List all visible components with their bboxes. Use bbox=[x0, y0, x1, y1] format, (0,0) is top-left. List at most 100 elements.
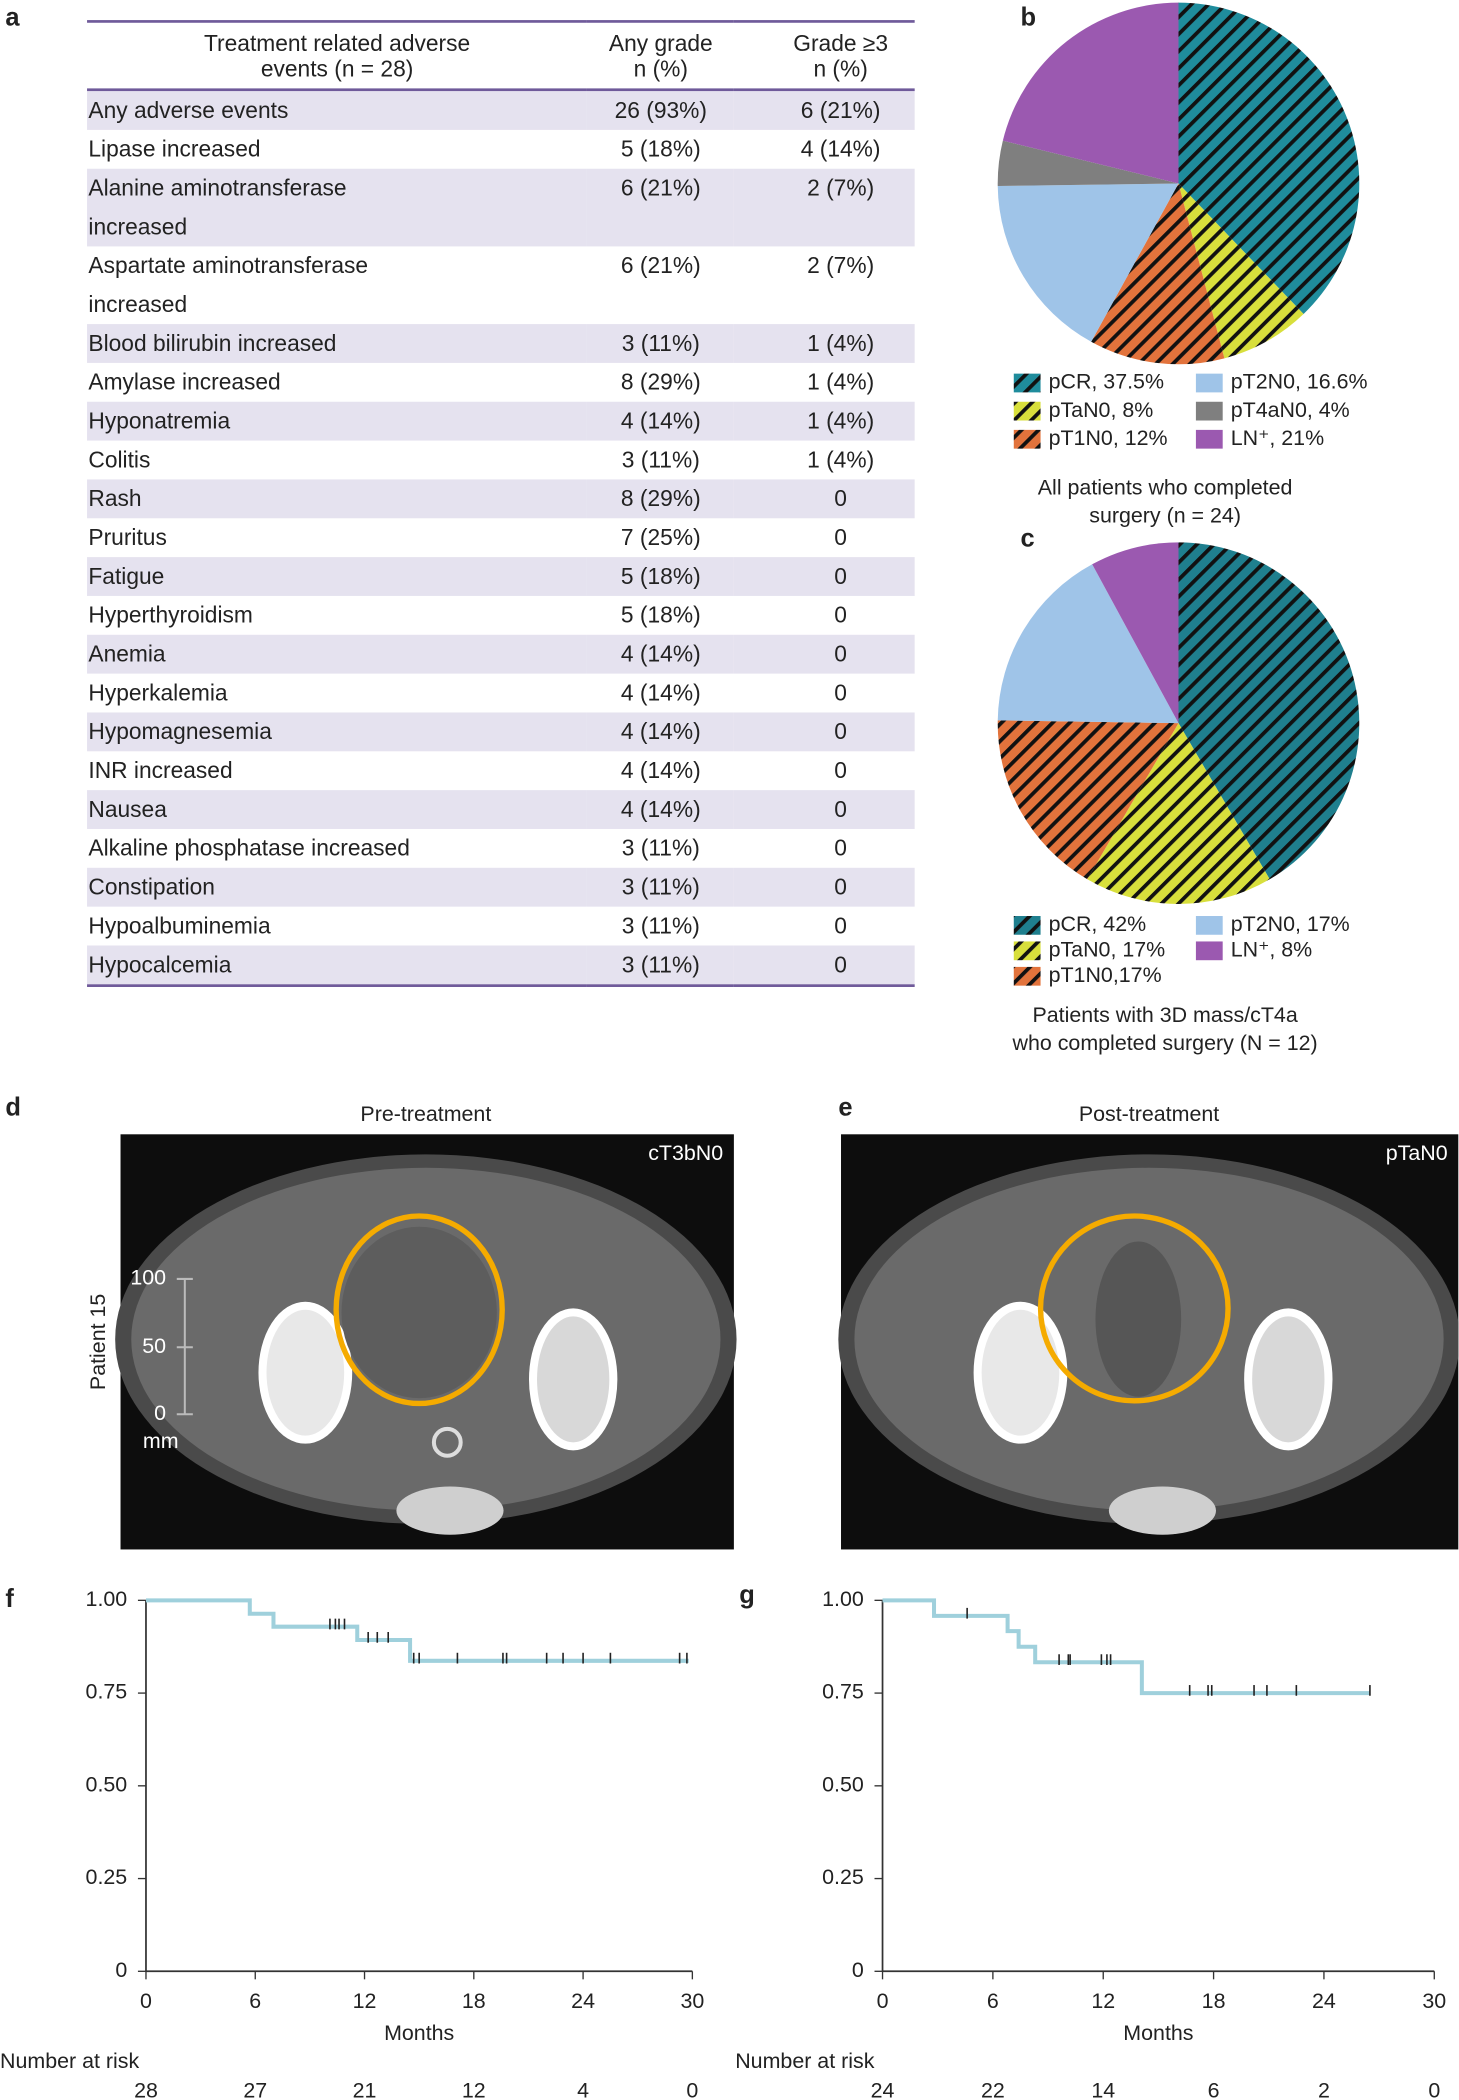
cell-text: 4 (14%) bbox=[620, 757, 701, 784]
table-cell: 0 bbox=[734, 790, 914, 829]
table-cell: 5 (18%) bbox=[587, 596, 734, 635]
cell-text: 0 bbox=[834, 835, 847, 862]
cell-text: Hypoalbuminemia bbox=[88, 913, 271, 939]
number-at-risk: 22 bbox=[981, 2078, 1005, 2099]
cell-text: 2 (7%) bbox=[807, 175, 875, 201]
table-cell: 4 (14%) bbox=[587, 712, 734, 751]
table-cell: 1 (4%) bbox=[734, 324, 914, 363]
table-row: Hyperthyroidism 5 (18%) 0 bbox=[87, 596, 915, 635]
table-body: Any adverse events 26 (93%) 6 (21%) Lipase … bbox=[87, 89, 915, 987]
table-cell: INR increased bbox=[87, 751, 587, 790]
image-title: Pre-treatment bbox=[360, 1102, 491, 1126]
cell-text: 6 (21%) bbox=[620, 253, 701, 279]
legend-label: pCR, 37.5% bbox=[1049, 370, 1164, 394]
highlight-circle bbox=[333, 1213, 505, 1407]
legend-label: LN⁺, 8% bbox=[1231, 937, 1313, 961]
legend-swatch bbox=[1013, 429, 1041, 449]
cell-text: 0 bbox=[834, 524, 847, 551]
y-tick-label: 0.75 bbox=[822, 1680, 864, 1704]
pie-slice bbox=[1178, 542, 1360, 880]
cell-text: 0 bbox=[834, 641, 847, 667]
number-at-risk: 24 bbox=[871, 2078, 895, 2099]
cell-text: 6 (21%) bbox=[620, 175, 701, 201]
legend-label: pT2N0, 16.6% bbox=[1231, 370, 1368, 394]
x-tick-label: 24 bbox=[571, 1989, 595, 2013]
pie-slice bbox=[997, 720, 1179, 880]
x-tick-label: 0 bbox=[140, 1989, 152, 2013]
cell-text: Alkaline phosphatase increased bbox=[88, 835, 410, 862]
table-cell: 1 (4%) bbox=[734, 402, 914, 441]
pie-slice bbox=[1092, 542, 1179, 724]
cell-text: 0 bbox=[834, 913, 847, 939]
cell-text: 1 (4%) bbox=[807, 447, 875, 473]
table-cell: 0 bbox=[734, 945, 915, 987]
cell-text: 4 (14%) bbox=[620, 719, 701, 745]
adverse-events-table: Treatment related adverse events (n = 28)… bbox=[87, 20, 915, 987]
bone bbox=[258, 1301, 353, 1444]
legend-swatch bbox=[1013, 401, 1041, 421]
table-row: Pruritus 7 (25%) 0 bbox=[87, 518, 915, 557]
header-text: n (%) bbox=[633, 56, 688, 82]
table-cell: Lipase increased bbox=[87, 130, 587, 169]
cell-text: 0 bbox=[834, 952, 847, 978]
table-cell: Nausea bbox=[87, 790, 587, 829]
table-cell: 4 (14%) bbox=[587, 751, 734, 790]
pie-slice bbox=[997, 183, 1179, 342]
number-at-risk: 6 bbox=[1208, 2078, 1220, 2099]
table-cell: Hyponatremia bbox=[87, 402, 587, 441]
legend-label: pTaN0, 8% bbox=[1049, 398, 1154, 422]
header-text: events (n = 28) bbox=[260, 56, 414, 82]
number-at-risk: 27 bbox=[243, 2078, 267, 2099]
chart-title: All patients who completed bbox=[1038, 475, 1293, 499]
table-cell: Constipation bbox=[87, 868, 587, 907]
table-cell: 3 (11%) bbox=[587, 868, 734, 907]
table-row: Lipase increased 5 (18%) 4 (14%) bbox=[87, 130, 915, 169]
pie-slice bbox=[1178, 2, 1360, 315]
cell-text: 0 bbox=[834, 486, 847, 512]
cell-text: 1 (4%) bbox=[807, 369, 875, 396]
table-cell: 8 (29%) bbox=[587, 363, 734, 402]
chart-title: Patients with 3D mass/cT4a bbox=[1032, 1003, 1297, 1027]
table-row: Hyperkalemia 4 (14%) 0 bbox=[87, 674, 915, 713]
cell-text: 3 (11%) bbox=[621, 447, 700, 473]
header-text: Treatment related adverse bbox=[203, 30, 471, 57]
x-axis-label: Months bbox=[384, 2021, 454, 2045]
cell-text: 2 (7%) bbox=[807, 253, 875, 279]
y-tick-label: 1.00 bbox=[86, 1587, 128, 1611]
image-title: Post-treatment bbox=[1079, 1102, 1219, 1126]
pie-slice bbox=[997, 140, 1179, 187]
bone bbox=[528, 1308, 618, 1451]
table-cell: Colitis bbox=[87, 441, 587, 480]
ct-image bbox=[115, 1134, 737, 1550]
table-row: Hyponatremia 4 (14%) 1 (4%) bbox=[87, 401, 915, 441]
y-tick-label: 0.50 bbox=[86, 1772, 128, 1796]
y-tick-label: 0 bbox=[852, 1958, 864, 1982]
table-cell: 2 (7%) bbox=[734, 246, 914, 324]
legend-swatch bbox=[1013, 916, 1041, 935]
cell-text: Fatigue bbox=[88, 563, 165, 590]
cell-text: 4 (14%) bbox=[620, 796, 701, 823]
table-cell: Aspartate aminotransferase increased bbox=[87, 246, 587, 324]
table-cell: Fatigue bbox=[87, 557, 587, 596]
pie-slice bbox=[1178, 183, 1304, 359]
table-cell: Hypomagnesemia bbox=[87, 712, 587, 751]
cell-text: Rash bbox=[88, 486, 142, 512]
table-row: Aspartate aminotransferase increased 6 (2… bbox=[87, 246, 915, 324]
table-cell: 26 (93%) bbox=[587, 90, 734, 130]
panel-label: a bbox=[5, 3, 20, 31]
legend-label: pTaN0, 17% bbox=[1049, 937, 1166, 961]
table-cell: 3 (11%) bbox=[587, 829, 734, 868]
table-cell: Hypoalbuminemia bbox=[87, 907, 587, 946]
cell-text: Alanine aminotransferase increased bbox=[88, 175, 347, 240]
cell-text: Hypomagnesemia bbox=[88, 719, 272, 745]
table-cell: Hyperkalemia bbox=[87, 674, 587, 713]
cell-text: Constipation bbox=[88, 874, 215, 900]
legend-swatch bbox=[1195, 373, 1223, 393]
cell-text: 8 (29%) bbox=[620, 486, 701, 512]
legend-label: pT1N0, 12% bbox=[1049, 426, 1168, 450]
cell-text: 0 bbox=[834, 757, 847, 784]
table-cell: 4 (14%) bbox=[587, 790, 734, 829]
table-cell: Anemia bbox=[87, 635, 587, 674]
number-at-risk: 0 bbox=[686, 2078, 698, 2099]
